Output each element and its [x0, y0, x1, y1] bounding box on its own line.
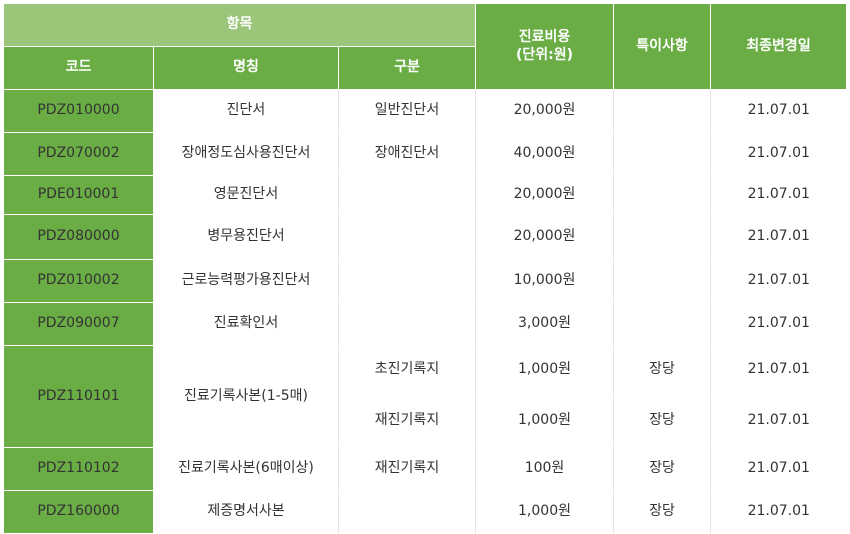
row-note	[613, 214, 711, 260]
row-name: 병무용진단서	[153, 214, 339, 260]
row-date: 21.07.01	[710, 447, 847, 491]
header-code: 코드	[3, 46, 154, 90]
row-note	[613, 302, 711, 346]
row-name: 진료기록사본(6매이상)	[153, 447, 339, 491]
header-fee: 진료비용 (단위:원)	[475, 3, 614, 90]
row-category	[338, 302, 476, 346]
header-fee-line2: (단위:원)	[515, 46, 574, 63]
row-date: 21.07.01	[710, 345, 847, 395]
row-fee: 10,000원	[475, 259, 614, 303]
row-name: 진단서	[153, 89, 339, 133]
row-fee: 20,000원	[475, 214, 614, 260]
row-code: PDZ110102	[3, 447, 154, 491]
row-date: 21.07.01	[710, 302, 847, 346]
table-row: PDZ080000 병무용진단서 20,000원 21.07.01	[3, 214, 847, 260]
row-name: 진료기록사본(1-5매)	[153, 345, 339, 448]
row-category	[338, 175, 476, 215]
row-category: 일반진단서	[338, 89, 476, 133]
row-code: PDZ110101	[3, 345, 154, 448]
table-row: PDZ110101 진료기록사본(1-5매) 초진기록지 1,000원 장당 2…	[3, 345, 847, 448]
row-date: 21.07.01	[710, 259, 847, 303]
row-date: 21.07.01	[710, 175, 847, 215]
table-row: PDZ090007 진료확인서 3,000원 21.07.01	[3, 302, 847, 346]
row-fee: 1,000원	[475, 490, 614, 534]
table-row: PDZ160000 제증명서사본 1,000원 장당 21.07.01	[3, 490, 847, 534]
header-modified: 최종변경일	[710, 3, 847, 90]
header-category: 구분	[338, 46, 476, 90]
row-code: PDZ090007	[3, 302, 154, 346]
header-note: 특이사항	[613, 3, 711, 90]
table-row: PDE010001 영문진단서 20,000원 21.07.01	[3, 175, 847, 215]
row-code: PDZ160000	[3, 490, 154, 534]
row-category: 재진기록지	[338, 447, 476, 491]
row-note: 장당	[613, 490, 711, 534]
row-code: PDZ080000	[3, 214, 154, 260]
table-row: PDZ010002 근로능력평가용진단서 10,000원 21.07.01	[3, 259, 847, 303]
table-row: PDZ070002 장애정도심사용진단서 장애진단서 40,000원 21.07…	[3, 132, 847, 176]
row-fee: 3,000원	[475, 302, 614, 346]
header-name: 명칭	[153, 46, 339, 90]
row-code: PDE010001	[3, 175, 154, 215]
row-note	[613, 132, 711, 176]
row-fee: 40,000원	[475, 132, 614, 176]
row-note: 장당	[613, 345, 711, 395]
row-category	[338, 490, 476, 534]
row-name: 영문진단서	[153, 175, 339, 215]
table-row: PDZ110102 진료기록사본(6매이상) 재진기록지 100원 장당 21.…	[3, 447, 847, 491]
row-date: 21.07.01	[710, 490, 847, 534]
row-code: PDZ010002	[3, 259, 154, 303]
row-note: 장당	[613, 394, 711, 448]
row-code: PDZ010000	[3, 89, 154, 133]
row-date: 21.07.01	[710, 394, 847, 448]
row-fee: 1,000원	[475, 394, 614, 448]
row-code: PDZ070002	[3, 132, 154, 176]
row-date: 21.07.01	[710, 89, 847, 133]
table-row: 재진기록지 1,000원 장당 21.07.01	[4, 394, 847, 448]
row-note: 장당	[613, 447, 711, 491]
row-note	[613, 89, 711, 133]
row-date: 21.07.01	[710, 132, 847, 176]
row-name: 장애정도심사용진단서	[153, 132, 339, 176]
row-name: 근로능력평가용진단서	[153, 259, 339, 303]
fee-table-container: 항목 진료비용 (단위:원) 특이사항 최종변경일 코드 명칭 구분 PDZ01…	[3, 3, 847, 534]
row-date: 21.07.01	[710, 214, 847, 260]
row-note	[613, 259, 711, 303]
row-fee: 20,000원	[475, 175, 614, 215]
fee-table: 항목 진료비용 (단위:원) 특이사항 최종변경일 코드 명칭 구분 PDZ01…	[3, 3, 847, 534]
table-row: PDZ010000 진단서 일반진단서 20,000원 21.07.01	[3, 89, 847, 133]
row-category	[338, 259, 476, 303]
header-fee-line1: 진료비용	[518, 29, 571, 45]
row-category: 초진기록지	[338, 345, 476, 395]
row-category: 재진기록지	[338, 394, 476, 448]
row-fee: 100원	[475, 447, 614, 491]
row-fee: 1,000원	[475, 345, 614, 395]
row-category	[338, 214, 476, 260]
row-category: 장애진단서	[338, 132, 476, 176]
row-name: 제증명서사본	[153, 490, 339, 534]
header-item-group: 항목	[3, 3, 476, 47]
row-fee: 20,000원	[475, 89, 614, 133]
row-name: 진료확인서	[153, 302, 339, 346]
row-note	[613, 175, 711, 215]
